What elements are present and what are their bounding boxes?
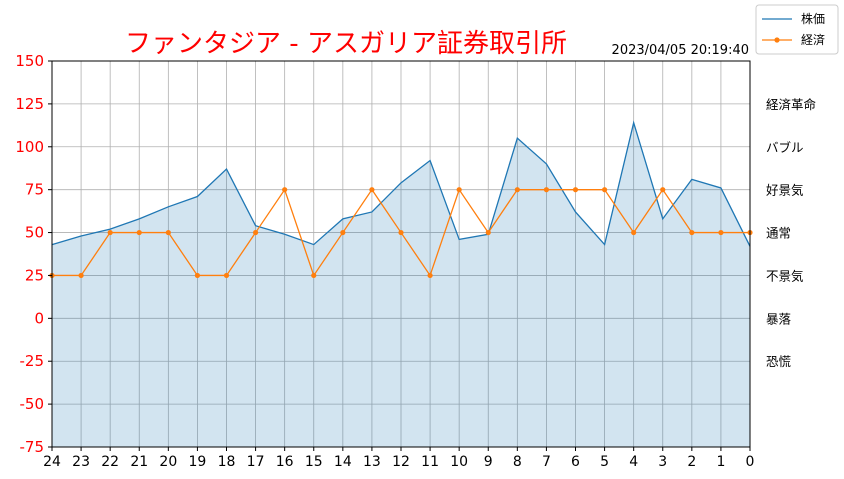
series-point bbox=[252, 229, 259, 236]
y-tick-label: 50 bbox=[25, 224, 44, 242]
series-point bbox=[689, 229, 695, 236]
legend-label: 経済 bbox=[801, 32, 825, 47]
state-label: 好景気 bbox=[766, 183, 804, 198]
legend-marker bbox=[774, 37, 780, 43]
timestamp-label: 2023/04/05 20:19:40 bbox=[612, 43, 749, 58]
series-point bbox=[136, 229, 142, 236]
series-point bbox=[485, 229, 491, 236]
series-point bbox=[514, 187, 520, 193]
series-line bbox=[51, 120, 751, 247]
y-tick-label: 125 bbox=[15, 95, 44, 113]
state-label: バブル bbox=[766, 140, 804, 155]
y-tick-label: 0 bbox=[34, 309, 44, 327]
x-tick-label: 20 bbox=[159, 454, 177, 470]
series-point bbox=[543, 187, 550, 193]
series-point bbox=[369, 187, 375, 193]
series-point bbox=[340, 229, 346, 236]
series-point bbox=[660, 187, 666, 193]
x-tick-label: 3 bbox=[658, 454, 667, 470]
x-tick-label: 14 bbox=[334, 454, 352, 470]
series-point bbox=[194, 272, 201, 279]
series-point bbox=[456, 187, 462, 193]
x-tick-label: 9 bbox=[484, 454, 493, 470]
y-tick-label: 150 bbox=[15, 52, 44, 70]
x-tick-label: 1 bbox=[716, 454, 725, 470]
series-point bbox=[398, 229, 404, 236]
series-point bbox=[107, 229, 113, 236]
x-tick-label: 7 bbox=[542, 454, 551, 470]
x-tick-label: 21 bbox=[130, 454, 148, 470]
x-tick-label: 5 bbox=[600, 454, 609, 470]
x-tick-label: 11 bbox=[421, 454, 439, 470]
x-tick-label: 19 bbox=[189, 454, 207, 470]
state-label: 恐慌 bbox=[766, 354, 791, 369]
x-tick-label: 16 bbox=[276, 454, 294, 470]
x-tick-label: 24 bbox=[43, 454, 61, 470]
y-tick-label: -75 bbox=[20, 438, 45, 456]
legend-box bbox=[755, 4, 839, 55]
series-point bbox=[427, 272, 433, 279]
legend-label: 株価 bbox=[801, 11, 825, 26]
x-tick-label: 23 bbox=[72, 454, 90, 470]
y-axis-ticks: 150 125 100 75 50 25 0 -25 -50 -75 bbox=[15, 52, 52, 456]
x-tick-label: 2 bbox=[687, 454, 696, 470]
y-tick-label: 75 bbox=[25, 181, 44, 199]
y-tick-label: -25 bbox=[20, 352, 45, 370]
series-point bbox=[78, 272, 84, 279]
x-tick-label: 0 bbox=[746, 454, 755, 470]
series-point bbox=[572, 187, 579, 193]
series-point bbox=[718, 229, 724, 236]
series-area-fill bbox=[52, 122, 750, 447]
x-tick-label: 4 bbox=[629, 454, 638, 470]
y-tick-label: -50 bbox=[20, 395, 45, 413]
series-markers bbox=[49, 187, 753, 279]
x-tick-label: 13 bbox=[363, 454, 381, 470]
state-label: 不景気 bbox=[766, 268, 804, 283]
x-tick-label: 10 bbox=[450, 454, 468, 470]
series-point bbox=[311, 272, 317, 279]
state-label: 通常 bbox=[766, 226, 791, 241]
x-tick-label: 15 bbox=[305, 454, 323, 470]
x-tick-label: 17 bbox=[247, 454, 265, 470]
chart-title: ファンタジア - アスガリア証券取引所 bbox=[125, 29, 567, 59]
x-tick-label: 6 bbox=[571, 454, 580, 470]
series-point bbox=[282, 187, 288, 193]
series-point bbox=[601, 187, 608, 193]
area-fill bbox=[52, 122, 750, 447]
x-axis-ticks: 24 23 22 21 20 19 18 17 16 15 14 13 12 11 10 9 8 7 6 5 4 3 2 1 0 bbox=[43, 447, 754, 470]
state-label: 暴落 bbox=[766, 311, 792, 326]
x-tick-label: 12 bbox=[392, 454, 410, 470]
y-tick-label: 25 bbox=[25, 266, 44, 284]
series-point bbox=[165, 229, 171, 236]
series-point bbox=[631, 229, 637, 236]
series-point bbox=[223, 272, 230, 279]
state-label: 経済革命 bbox=[766, 97, 817, 112]
x-tick-label: 8 bbox=[513, 454, 522, 470]
x-tick-label: 18 bbox=[218, 454, 236, 470]
x-tick-label: 22 bbox=[101, 454, 119, 470]
y-tick-label: 100 bbox=[15, 138, 44, 156]
